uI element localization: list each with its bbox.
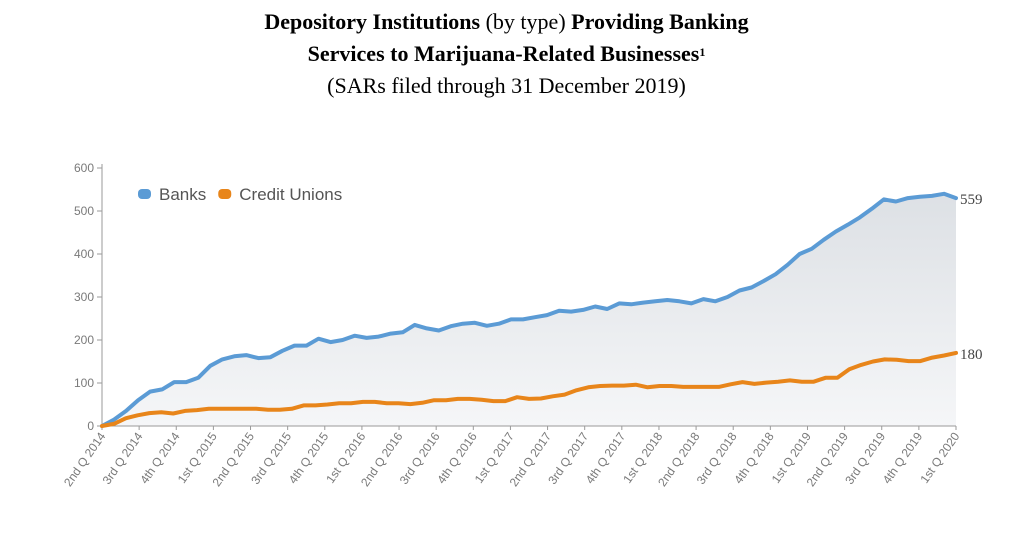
y-tick-label: 0 [87, 419, 94, 433]
y-tick-label: 600 [74, 161, 94, 175]
legend-label: Credit Unions [239, 185, 342, 204]
chart-title: Depository Institutions (by type) Provid… [0, 6, 1013, 102]
end-value-label: 180 [960, 347, 983, 363]
y-tick-label: 100 [74, 376, 94, 390]
y-tick-label: 500 [74, 204, 94, 218]
title-plain: (by type) [485, 9, 566, 34]
series-line-credit-unions [100, 350, 958, 428]
end-value-label: 559 [960, 192, 983, 208]
title-footnote-mark: 1 [699, 45, 706, 59]
chart-subtitle: (SARs filed through 31 December 2019) [327, 73, 686, 98]
legend-label: Banks [159, 185, 206, 204]
legend-swatch [138, 189, 151, 199]
y-tick-label: 200 [74, 333, 94, 347]
legend-swatch [218, 189, 232, 199]
y-tick-label: 400 [74, 247, 94, 261]
title-line-1: Depository Institutions (by type) Provid… [0, 6, 1013, 38]
series-line-banks [100, 191, 958, 428]
title-bold-c: Services to Marijuana-Related Businesses [307, 41, 700, 66]
y-tick-label: 300 [74, 290, 94, 304]
title-bold-a: Depository Institutions [264, 9, 481, 34]
banks-area-fill [102, 193, 956, 426]
title-line-2: Services to Marijuana-Related Businesses… [0, 38, 1013, 70]
title-bold-b: Providing Banking [571, 9, 749, 34]
